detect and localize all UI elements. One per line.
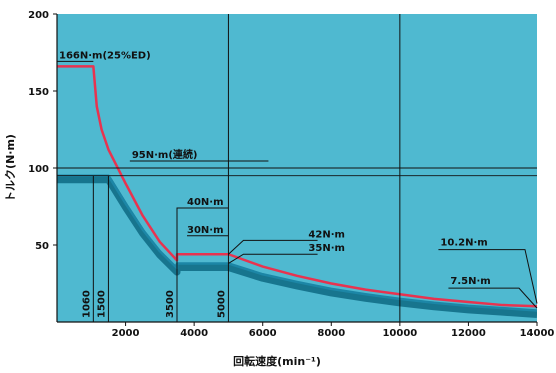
- x-tick-label: 2000: [112, 328, 140, 339]
- y-axis-label: トルク(N·m): [4, 134, 17, 202]
- annotation-leader: [228, 253, 318, 264]
- annotation-label: 30N·m: [187, 225, 224, 236]
- annotation-leader: [448, 287, 538, 309]
- y-axis-label-group: トルク(N·m): [4, 134, 17, 202]
- continuous-torque-band: [57, 176, 537, 318]
- annotation-label: 166N·m(25%ED): [59, 50, 151, 61]
- x-tick-label: 4000: [180, 328, 208, 339]
- annotation-label: 95N·m(連続): [132, 148, 198, 161]
- y-tick-label: 150: [28, 87, 49, 98]
- x-tick-label: 6000: [249, 328, 277, 339]
- x-tick-label: 12000: [451, 328, 486, 339]
- y-tick-label: 50: [35, 241, 49, 252]
- short-term-torque-line: [57, 65, 538, 308]
- x-tick-label: 8000: [317, 328, 345, 339]
- annotation-label: 35N·m: [308, 243, 345, 254]
- annotation-leader: [228, 239, 318, 255]
- speed-marker-label: 1060: [81, 290, 92, 318]
- y-tick-label: 200: [28, 10, 49, 21]
- annotation-leader: [176, 207, 229, 266]
- y-tick-label: 100: [28, 164, 49, 175]
- annotation-leader: [438, 249, 538, 304]
- annotation-label: 40N·m: [187, 197, 224, 208]
- speed-marker-label: 1500: [96, 290, 107, 318]
- x-tick-label: 10000: [382, 328, 417, 339]
- continuous-torque-line: [57, 174, 538, 312]
- annotation-label: 10.2N·m: [440, 238, 487, 249]
- annotation-label: 42N·m: [308, 229, 345, 240]
- annotation-label: 7.5N·m: [450, 276, 490, 287]
- speed-marker-label: 5000: [216, 290, 227, 318]
- x-tick-label: 14000: [520, 328, 555, 339]
- speed-marker-label: 3500: [165, 290, 176, 318]
- x-axis-label: 回転速度(min⁻¹): [233, 354, 321, 368]
